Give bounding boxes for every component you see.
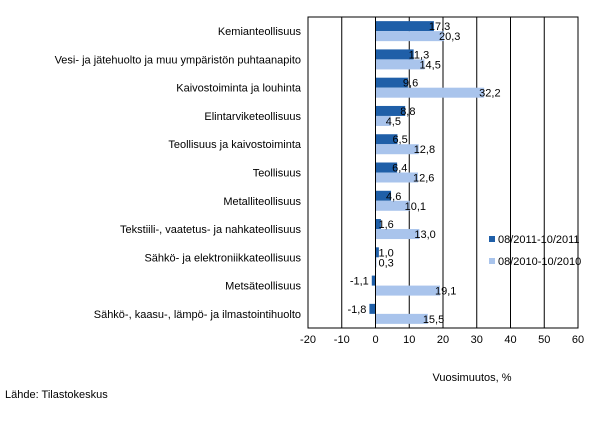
bar bbox=[375, 247, 379, 258]
x-tick-label: 60 bbox=[572, 334, 584, 346]
value-label: 1,6 bbox=[379, 219, 394, 231]
value-label: 20,3 bbox=[439, 31, 460, 43]
bar bbox=[375, 257, 377, 268]
value-label: 15,5 bbox=[423, 314, 444, 326]
value-label: 13,0 bbox=[414, 229, 435, 241]
value-label: 6,4 bbox=[392, 163, 407, 175]
x-axis-label: Vuosimuutos, % bbox=[432, 372, 511, 384]
bar bbox=[371, 275, 376, 286]
bar bbox=[375, 115, 391, 126]
category-label: Teollisuus bbox=[253, 168, 302, 180]
bars bbox=[369, 21, 485, 324]
bar bbox=[375, 105, 406, 116]
bar bbox=[375, 172, 419, 183]
bar bbox=[369, 303, 376, 314]
x-tick-label: -20 bbox=[300, 334, 316, 346]
value-label: 4,5 bbox=[386, 116, 401, 128]
value-label: 17,3 bbox=[429, 21, 450, 33]
value-label: 1,0 bbox=[379, 247, 394, 259]
bar bbox=[375, 59, 425, 70]
value-label: 4,6 bbox=[386, 191, 401, 203]
bar bbox=[375, 313, 428, 324]
legend: 08/2011-10/2011 08/2010-10/2010 bbox=[489, 234, 581, 268]
category-label: Kaivostoiminta ja louhinta bbox=[176, 83, 302, 95]
value-label: 12,6 bbox=[413, 173, 434, 185]
value-label: 11,3 bbox=[409, 49, 430, 61]
category-label: Sähkö- ja elektroniikkateollisuus bbox=[144, 252, 301, 264]
category-label: Sähkö-, kaasu-, lämpö- ja ilmastointihuo… bbox=[94, 309, 301, 321]
x-tick-label: 50 bbox=[538, 334, 550, 346]
x-tick-labels: -20 -10 0 10 20 30 40 50 60 bbox=[300, 334, 584, 346]
value-labels: 17,320,3 11,314,59,6 32,2 8,84,5 6,5 12,8 6,4 1… bbox=[347, 21, 500, 326]
category-label: Teollisuus ja kaivostoiminta bbox=[168, 139, 302, 151]
x-tick-label: 20 bbox=[437, 334, 449, 346]
x-tick-label: 0 bbox=[372, 334, 378, 346]
category-label: Vesi- ja jätehuolto ja muu ympäristön pu… bbox=[55, 54, 301, 66]
category-label: Metsäteollisuus bbox=[225, 281, 301, 293]
value-label: 14,5 bbox=[419, 59, 440, 71]
category-labels: Kemianteollisuus Vesi- ja jätehuolto ja m… bbox=[55, 26, 302, 321]
value-label: 32,2 bbox=[479, 88, 500, 100]
value-label: 19,1 bbox=[435, 286, 456, 298]
legend-swatch bbox=[489, 258, 495, 264]
legend-swatch bbox=[489, 236, 495, 242]
bar bbox=[375, 49, 414, 60]
category-label: Tekstiili-, vaatetus- ja nahkateollisuus bbox=[120, 224, 301, 236]
bar bbox=[375, 31, 445, 42]
bar bbox=[375, 77, 408, 88]
value-label: 10,1 bbox=[405, 201, 426, 213]
bar bbox=[375, 134, 398, 145]
bar bbox=[375, 87, 485, 98]
category-label: Elintarviketeollisuus bbox=[204, 111, 301, 123]
x-tick-label: 30 bbox=[471, 334, 483, 346]
value-label: 9,6 bbox=[403, 78, 418, 90]
bar bbox=[375, 285, 440, 296]
value-label: 6,5 bbox=[392, 134, 407, 146]
x-tick-label: -10 bbox=[334, 334, 350, 346]
value-label: 8,8 bbox=[400, 106, 415, 118]
x-tick-label: 40 bbox=[504, 334, 516, 346]
legend-label: 08/2010-10/2010 bbox=[498, 256, 581, 268]
value-label: -1,8 bbox=[347, 304, 366, 316]
category-label: Kemianteollisuus bbox=[218, 26, 302, 38]
category-label: Metalliteollisuus bbox=[223, 196, 301, 208]
bar bbox=[375, 229, 420, 240]
x-tick-label: 10 bbox=[403, 334, 415, 346]
bar bbox=[375, 200, 410, 211]
value-label: -1,1 bbox=[350, 276, 369, 288]
source-note: Lähde: Tilastokeskus bbox=[5, 389, 108, 401]
bar bbox=[375, 162, 398, 173]
legend-label: 08/2011-10/2011 bbox=[498, 234, 580, 246]
bar bbox=[375, 144, 419, 155]
bar bbox=[375, 190, 392, 201]
value-label: 0,3 bbox=[379, 257, 394, 269]
plot-area-frame bbox=[307, 16, 579, 329]
bar bbox=[375, 21, 434, 32]
value-label: 12,8 bbox=[414, 144, 435, 156]
bar bbox=[375, 219, 381, 230]
